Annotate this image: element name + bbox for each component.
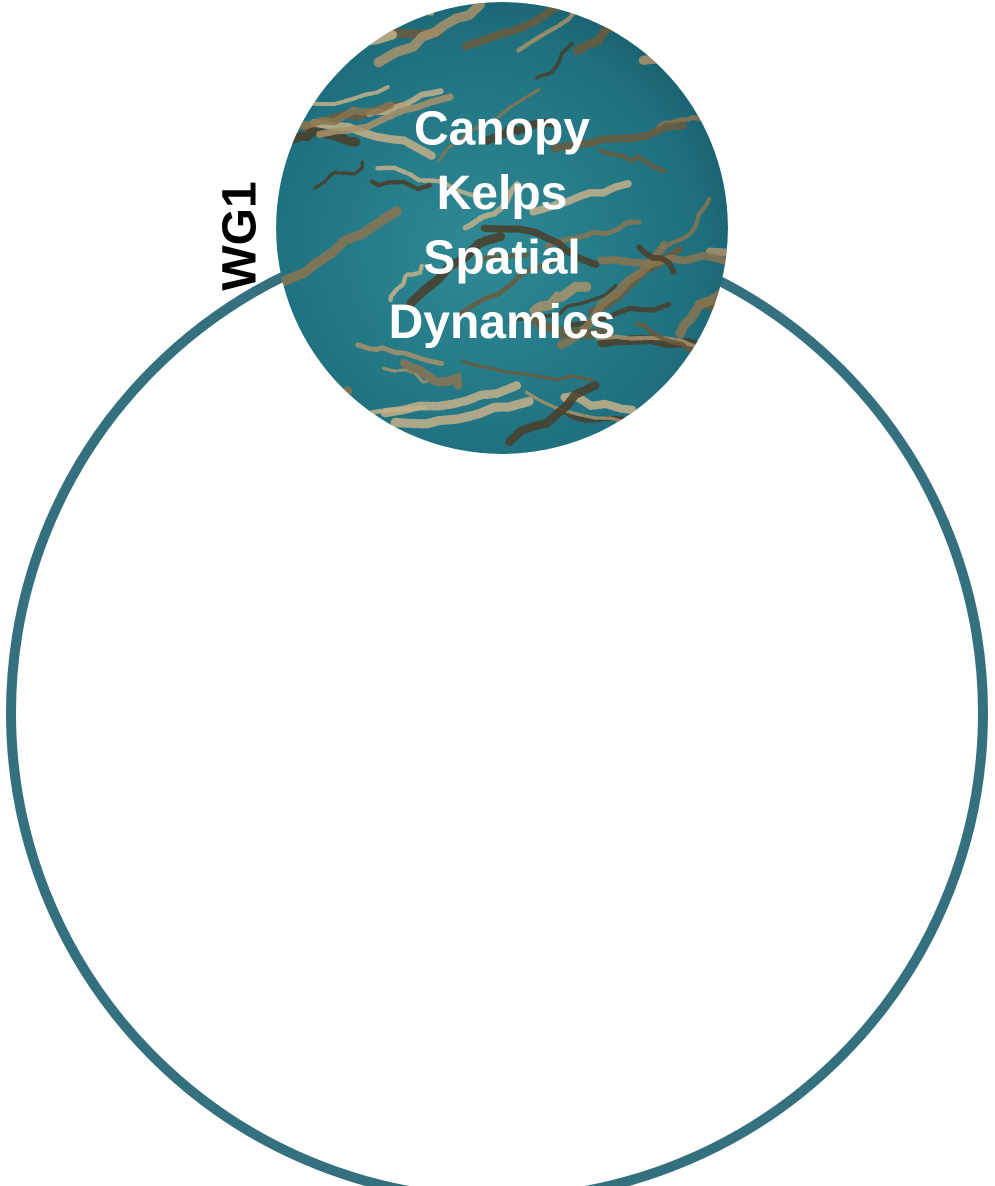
kelp-frond (673, 42, 750, 65)
center-label-line: Spatial (423, 232, 580, 285)
center-label-line: Kelps (437, 167, 568, 220)
kelp-frond (728, 0, 796, 22)
kelp-frond (643, 44, 782, 60)
page: WG1 CanopyKelpsSpatialDynamics (() => { … (0, 0, 995, 1186)
diagram: WG1 Canopy Kelps Spatial Dynamics (0, 0, 995, 1186)
center-label-line: Canopy (414, 103, 590, 156)
kelp-frond (722, 47, 844, 96)
kelp-frond (286, 10, 432, 23)
kelp-frond (672, 379, 780, 421)
kelp-image (276, 0, 844, 454)
kelp-frond (710, 232, 837, 253)
kelp-frond (297, 31, 331, 66)
kelp-frond (678, 385, 763, 431)
kelp-frond (694, 0, 748, 6)
kelp-frond (280, 391, 348, 419)
kelp-frond (710, 0, 810, 49)
kelp-frond (709, 337, 771, 351)
side-label: WG1 (214, 181, 267, 290)
center-label-line: Dynamics (389, 296, 616, 349)
kelp-frond (675, 49, 815, 69)
